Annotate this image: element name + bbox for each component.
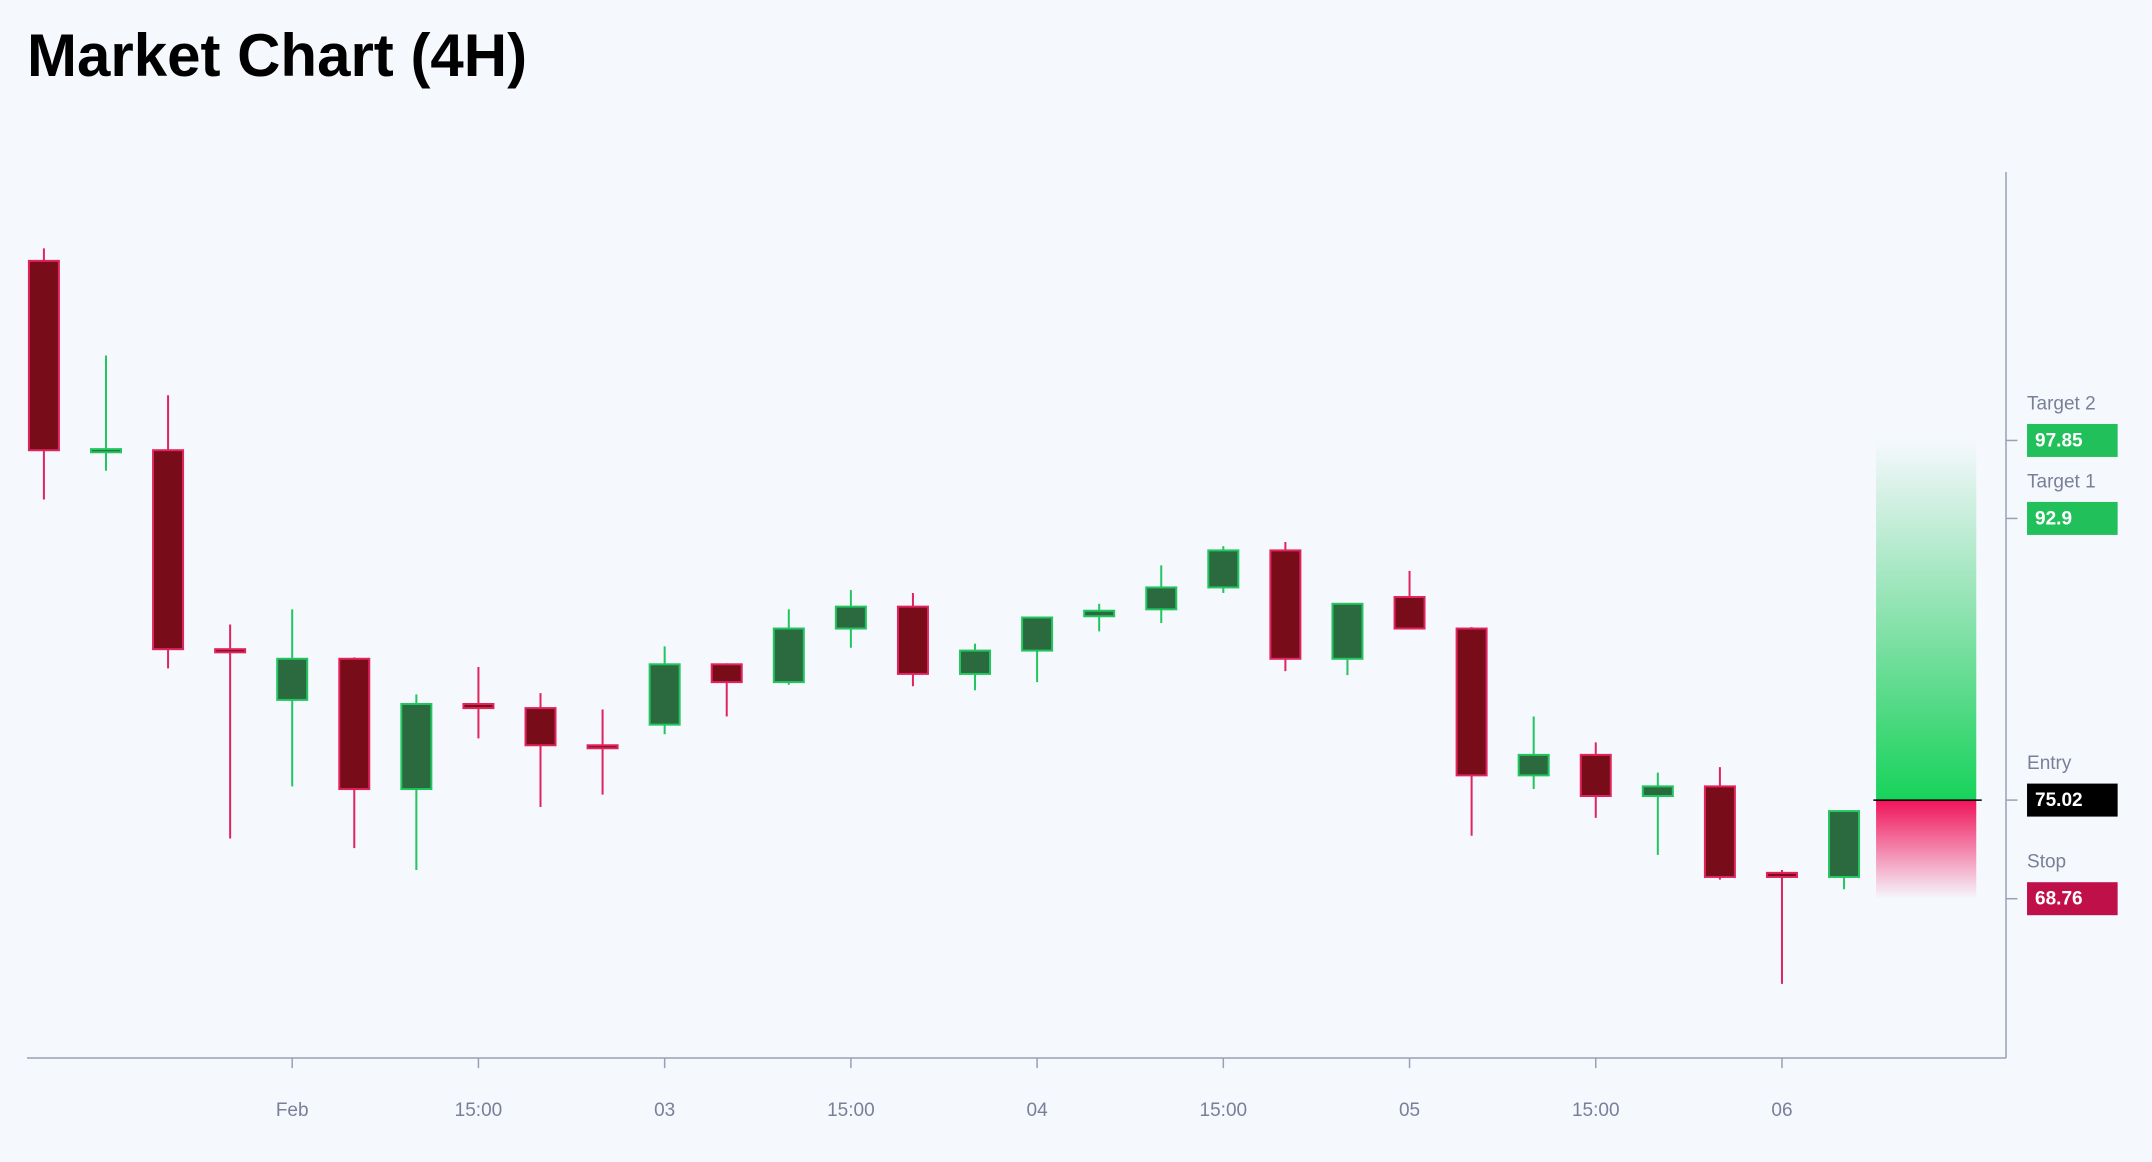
- candle-body: [1269, 549, 1302, 660]
- candle-body: [1703, 785, 1736, 878]
- candle-body: [1207, 549, 1240, 589]
- candle-body: [27, 259, 60, 452]
- candle-body: [462, 702, 495, 710]
- level-name: Stop: [2027, 852, 2066, 873]
- candle-body: [1393, 596, 1426, 630]
- x-tick-label: 15:00: [1572, 1100, 1620, 1121]
- candle-body: [1579, 753, 1612, 797]
- x-tick-label: 05: [1399, 1100, 1420, 1121]
- level-badge: [2027, 882, 2118, 916]
- profit-zone: [1876, 440, 1977, 801]
- x-tick-label: 03: [654, 1100, 675, 1121]
- level-value: 75.02: [2035, 790, 2083, 811]
- candle-body: [1145, 586, 1178, 611]
- candle-body: [896, 605, 929, 675]
- candle-body: [1455, 627, 1488, 777]
- candle-body: [214, 648, 247, 654]
- x-tick-label: Feb: [276, 1100, 309, 1121]
- candle-body: [89, 448, 122, 454]
- candle-body: [834, 605, 867, 630]
- level-value: 68.76: [2035, 889, 2083, 910]
- chart-title: Market Chart (4H): [27, 22, 527, 89]
- candle-body: [338, 657, 371, 791]
- x-tick-label: 15:00: [827, 1100, 875, 1121]
- candle-body: [152, 449, 185, 651]
- candle-body: [1828, 810, 1861, 878]
- level-value: 97.85: [2035, 430, 2083, 451]
- candle-body: [1765, 871, 1798, 878]
- level-name: Target 1: [2027, 471, 2096, 492]
- candle-body: [648, 663, 681, 726]
- loss-zone: [1876, 800, 1977, 899]
- candle-body: [524, 707, 557, 747]
- candle-body: [1083, 609, 1116, 618]
- candle-body: [772, 627, 805, 684]
- candle-body: [1641, 785, 1674, 797]
- level-name: Entry: [2027, 753, 2072, 774]
- candle-body: [586, 744, 619, 750]
- candle-body: [710, 663, 743, 684]
- level-name: Target 2: [2027, 393, 2096, 414]
- level-badge: [2027, 501, 2118, 535]
- x-tick-label: 04: [1027, 1100, 1049, 1121]
- candle-body: [400, 702, 433, 791]
- level-badge: [2027, 783, 2118, 817]
- x-tick-label: 06: [1771, 1100, 1792, 1121]
- x-tick-label: 15:00: [1200, 1100, 1248, 1121]
- candle-body: [1021, 616, 1054, 652]
- candle-body: [959, 649, 992, 675]
- x-tick-label: 15:00: [455, 1100, 503, 1121]
- candle-body: [1517, 753, 1550, 777]
- candle-body: [276, 657, 309, 701]
- candle-body: [1331, 602, 1364, 660]
- level-value: 92.9: [2035, 508, 2072, 529]
- level-badge: [2027, 423, 2118, 457]
